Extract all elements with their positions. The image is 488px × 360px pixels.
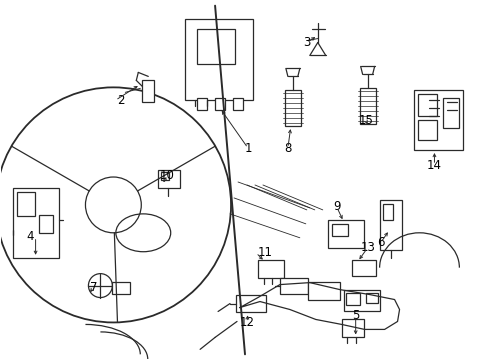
Bar	[443, 98, 458, 128]
Bar	[379, 200, 401, 250]
Bar	[413, 90, 463, 150]
Bar	[365, 293, 377, 302]
Bar	[197, 98, 207, 110]
Bar	[341, 319, 363, 337]
Bar	[345, 293, 359, 305]
Text: 12: 12	[239, 316, 254, 329]
Bar	[343, 289, 379, 311]
Bar	[382, 204, 392, 220]
Text: 2: 2	[117, 94, 125, 107]
Bar	[236, 294, 265, 312]
Bar	[285, 90, 300, 126]
Bar	[359, 88, 375, 124]
Bar	[417, 94, 437, 116]
Text: 5: 5	[351, 309, 359, 322]
Bar	[258, 260, 284, 278]
Bar	[197, 28, 235, 64]
Bar	[351, 260, 375, 276]
Bar	[158, 170, 180, 188]
Text: 13: 13	[360, 241, 374, 254]
Text: 6: 6	[376, 236, 384, 249]
Text: 7: 7	[89, 281, 97, 294]
Bar	[307, 282, 339, 300]
Text: 14: 14	[426, 158, 441, 172]
Text: 8: 8	[284, 141, 291, 155]
Text: 10: 10	[160, 168, 174, 181]
Bar	[233, 98, 243, 110]
Bar	[417, 120, 437, 140]
Bar	[279, 278, 307, 293]
Bar	[142, 80, 154, 102]
Bar	[327, 220, 363, 248]
Text: 15: 15	[358, 114, 372, 127]
Text: 9: 9	[332, 201, 340, 213]
Text: 1: 1	[244, 141, 251, 155]
Text: 3: 3	[303, 36, 310, 49]
Text: 11: 11	[257, 246, 272, 259]
Text: 4: 4	[27, 230, 34, 243]
Bar	[13, 188, 59, 258]
Bar	[215, 98, 224, 110]
Bar	[185, 19, 252, 100]
Bar	[161, 172, 169, 180]
Bar	[17, 192, 35, 216]
Bar	[39, 215, 52, 233]
Bar	[112, 282, 130, 293]
Bar	[331, 224, 347, 236]
